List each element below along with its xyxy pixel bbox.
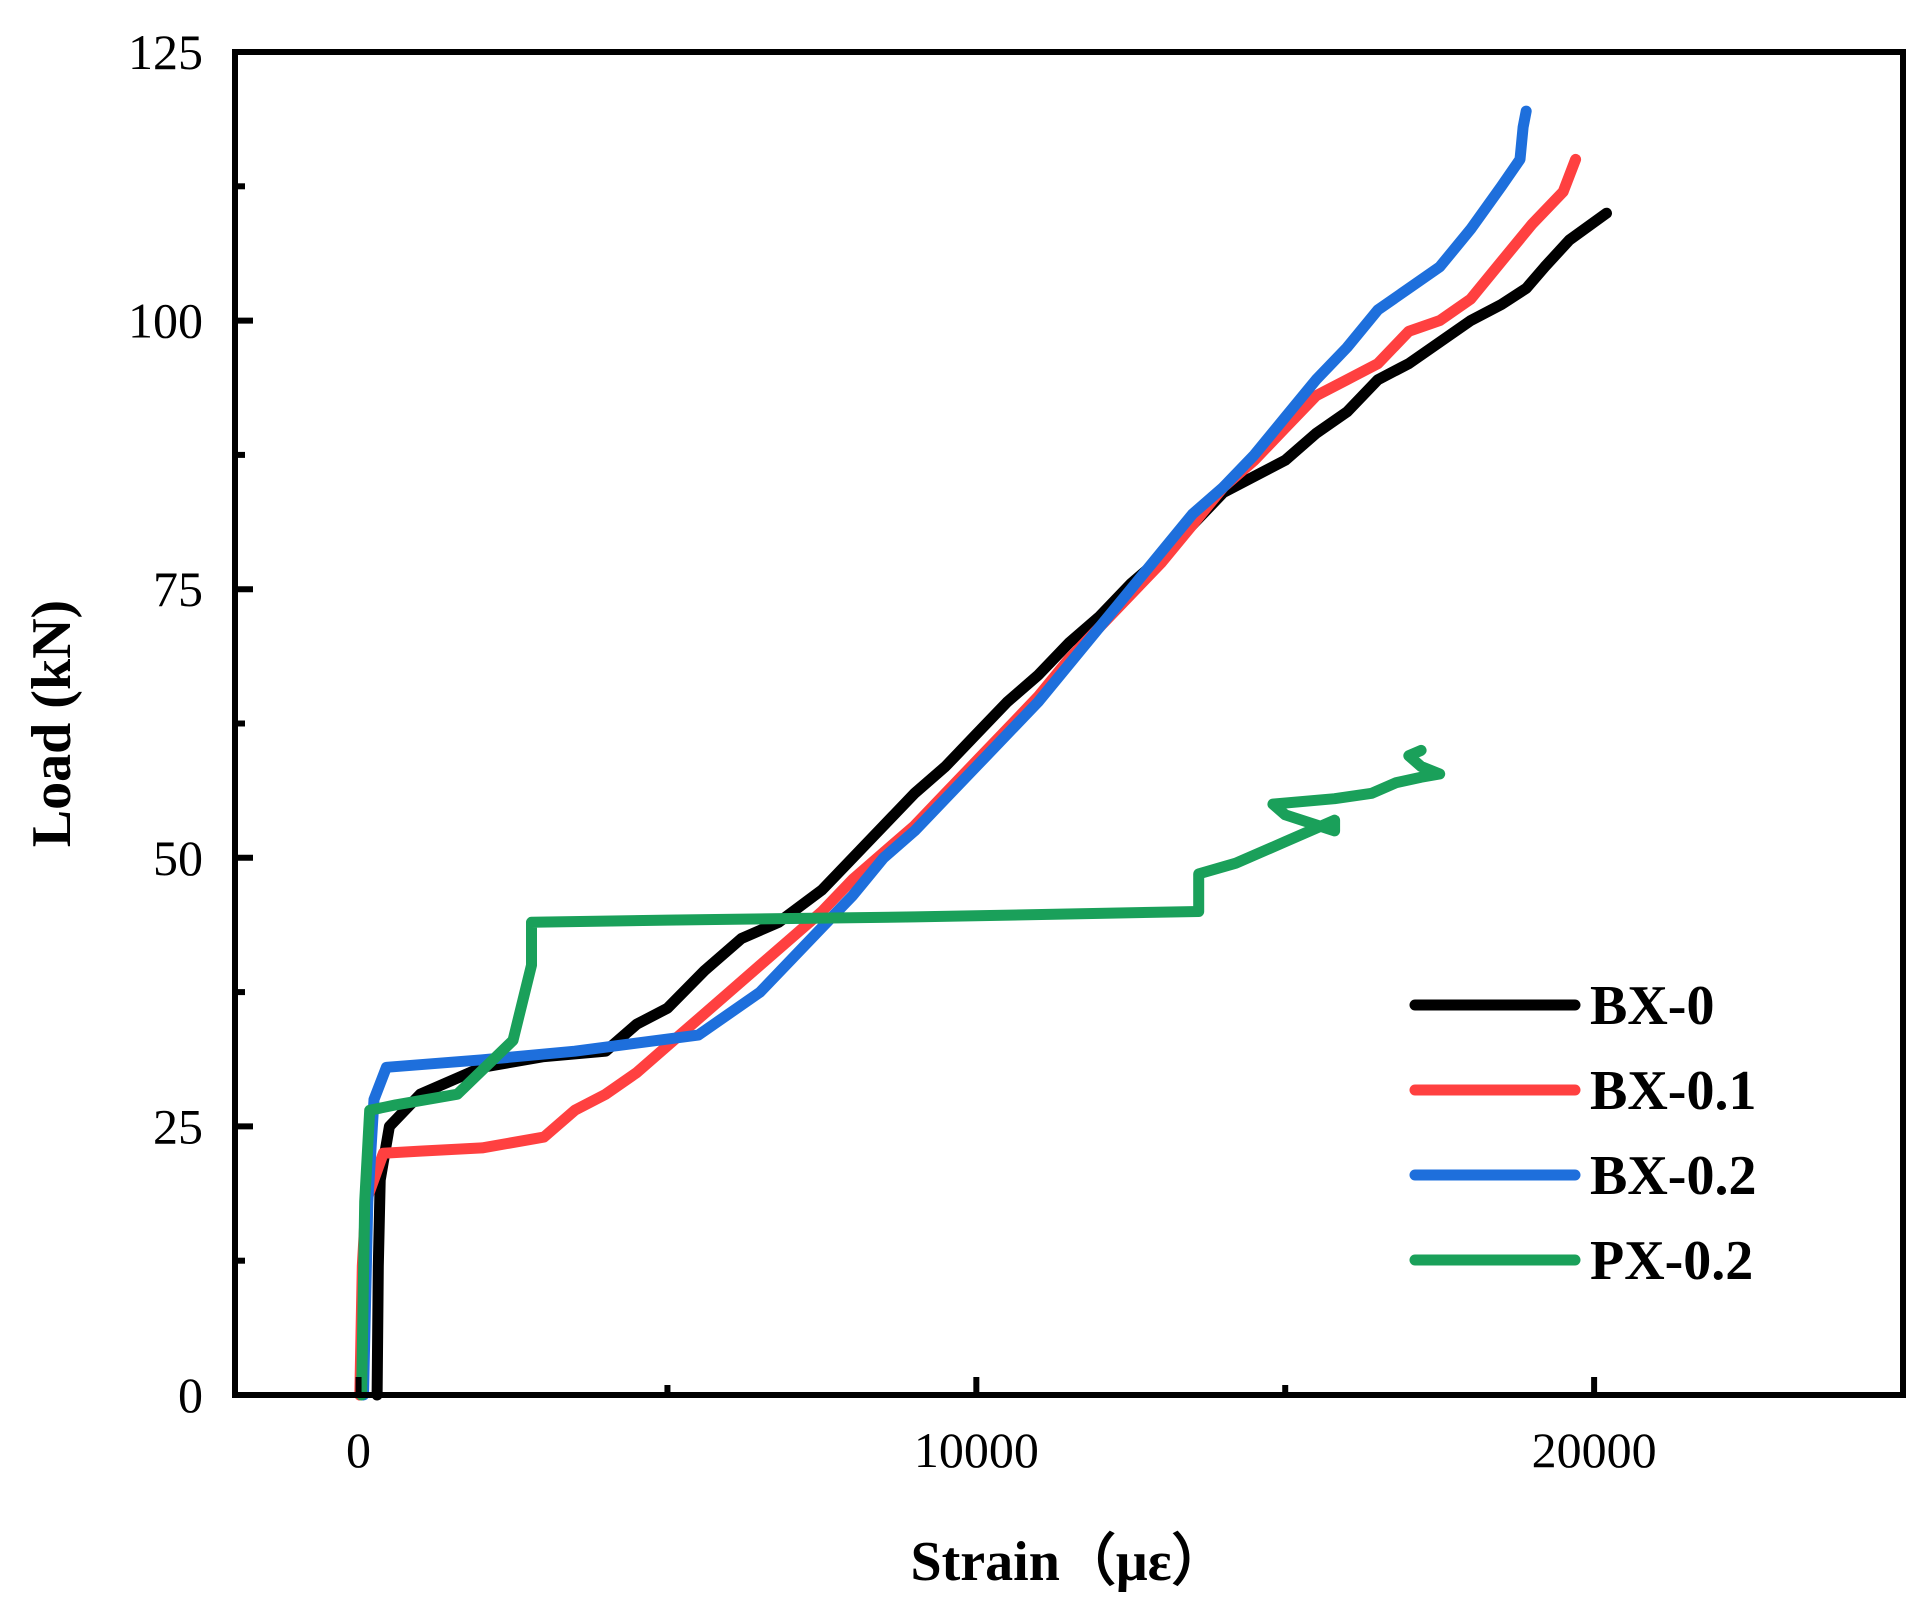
- y-tick-label: 25: [153, 1098, 203, 1154]
- y-tick-label: 75: [153, 561, 203, 617]
- axis-tick-labels: 0 10000 20000 0 25 50 75 100 125: [128, 24, 1657, 1478]
- legend-label: BX-0.1: [1590, 1060, 1756, 1122]
- y-tick-label: 100: [128, 293, 203, 349]
- axis-ticks: [235, 49, 1598, 1398]
- y-tick-label: 125: [128, 24, 203, 80]
- legend: BX-0 BX-0.1 BX-0.2 PX-0.2: [1409, 975, 1756, 1292]
- legend-label: BX-0.2: [1590, 1145, 1756, 1207]
- series-line-px-0-2: [356, 744, 1446, 1401]
- legend-label: PX-0.2: [1590, 1230, 1753, 1292]
- y-axis-title: Load (kN): [21, 600, 83, 847]
- x-tick-label: 10000: [914, 1422, 1039, 1478]
- series-line-bx-0: [371, 207, 1612, 1401]
- x-tick-label: 20000: [1532, 1422, 1657, 1478]
- series-line-bx-0-2: [358, 105, 1532, 1401]
- y-tick-label: 0: [178, 1367, 203, 1423]
- legend-label: BX-0: [1590, 975, 1714, 1037]
- y-tick-label: 50: [153, 830, 203, 886]
- x-axis-title: Strain（με）: [910, 1530, 1227, 1593]
- series-layer: [354, 105, 1612, 1401]
- x-tick-label: 0: [346, 1422, 371, 1478]
